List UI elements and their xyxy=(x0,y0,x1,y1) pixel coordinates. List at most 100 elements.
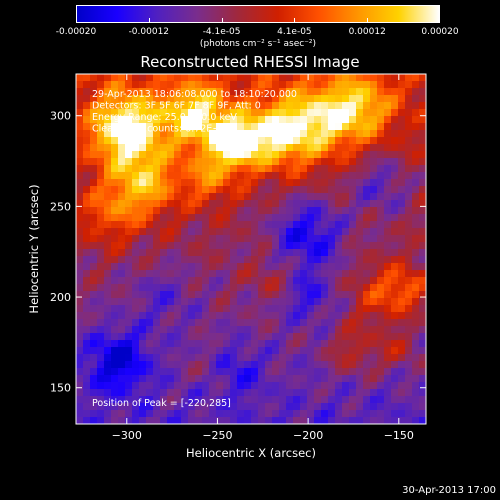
heatmap-cell xyxy=(335,298,343,306)
heatmap-cell xyxy=(216,382,224,390)
heatmap-cell xyxy=(118,81,126,89)
heatmap-cell xyxy=(258,214,266,222)
heatmap-cell xyxy=(377,340,385,348)
heatmap-cell xyxy=(160,81,168,89)
heatmap-cell xyxy=(132,382,140,390)
heatmap-cell xyxy=(342,116,350,124)
heatmap-cell xyxy=(202,88,210,96)
heatmap-cell xyxy=(258,74,266,82)
heatmap-cell xyxy=(90,270,98,278)
heatmap-cell xyxy=(300,326,308,334)
heatmap-cell xyxy=(118,263,126,271)
heatmap-cell xyxy=(370,207,378,215)
heatmap-cell xyxy=(125,137,133,145)
heatmap-cell xyxy=(132,172,140,180)
heatmap-cell xyxy=(139,340,147,348)
heatmap-cell xyxy=(419,305,426,313)
heatmap-cell xyxy=(146,347,154,355)
heatmap-cell xyxy=(223,116,231,124)
heatmap-cell xyxy=(251,95,259,103)
heatmap-cell xyxy=(419,368,426,376)
heatmap-cell xyxy=(230,347,238,355)
heatmap-cell xyxy=(391,235,399,243)
heatmap-cell xyxy=(342,256,350,264)
heatmap-cell xyxy=(370,326,378,334)
heatmap-cell xyxy=(125,410,133,418)
heatmap-cell xyxy=(111,130,119,138)
heatmap-cell xyxy=(216,256,224,264)
heatmap-cell xyxy=(370,165,378,173)
heatmap-cell xyxy=(83,256,91,264)
heatmap-cell xyxy=(384,291,392,299)
heatmap-cell xyxy=(132,137,140,145)
heatmap-cell xyxy=(132,417,140,424)
heatmap-cell xyxy=(335,221,343,229)
heatmap-cell xyxy=(202,200,210,208)
heatmap-cell xyxy=(118,228,126,236)
heatmap-cell xyxy=(335,361,343,369)
heatmap-cell xyxy=(230,375,238,383)
heatmap-cell xyxy=(97,382,105,390)
heatmap-cell xyxy=(251,172,259,180)
heatmap-cell xyxy=(90,74,98,82)
heatmap-cell xyxy=(300,200,308,208)
heatmap-cell xyxy=(391,382,399,390)
heatmap-cell xyxy=(216,298,224,306)
heatmap-cell xyxy=(76,270,84,278)
heatmap-cell xyxy=(328,88,336,96)
heatmap-cell xyxy=(153,270,161,278)
heatmap-cell xyxy=(146,403,154,411)
heatmap-cell xyxy=(265,284,273,292)
heatmap-cell xyxy=(125,214,133,222)
heatmap-cell xyxy=(314,221,322,229)
heatmap-cell xyxy=(321,179,329,187)
heatmap-cell xyxy=(237,410,245,418)
heatmap-cell xyxy=(391,81,399,89)
heatmap-cell xyxy=(363,179,371,187)
heatmap-cell xyxy=(349,382,357,390)
heatmap-cell xyxy=(76,284,84,292)
heatmap-cell xyxy=(328,312,336,320)
heatmap-cell xyxy=(76,179,84,187)
heatmap-cell xyxy=(349,74,357,82)
heatmap-cell xyxy=(377,179,385,187)
heatmap-cell xyxy=(202,235,210,243)
heatmap-cell xyxy=(244,291,252,299)
heatmap-cell xyxy=(370,375,378,383)
heatmap-cell xyxy=(405,81,413,89)
heatmap-cell xyxy=(132,144,140,152)
heatmap-cell xyxy=(356,403,364,411)
heatmap-cell xyxy=(195,235,203,243)
heatmap-cell xyxy=(97,389,105,397)
heatmap-cell xyxy=(349,165,357,173)
heatmap-cell xyxy=(223,291,231,299)
heatmap-cell xyxy=(160,361,168,369)
heatmap-cell xyxy=(251,291,259,299)
heatmap-cell xyxy=(209,319,217,327)
heatmap-cell xyxy=(139,249,147,257)
heatmap-cell xyxy=(202,403,210,411)
heatmap-cell xyxy=(328,375,336,383)
heatmap-cell xyxy=(384,123,392,131)
heatmap-cell xyxy=(90,382,98,390)
heatmap-cell xyxy=(286,382,294,390)
heatmap-cell xyxy=(209,88,217,96)
heatmap-cell xyxy=(111,270,119,278)
heatmap-cell xyxy=(251,74,259,82)
heatmap-cell xyxy=(251,200,259,208)
heatmap-cell xyxy=(279,305,287,313)
heatmap-cell xyxy=(370,277,378,285)
heatmap-cell xyxy=(83,354,91,362)
y-tick-label: 150 xyxy=(50,382,71,395)
heatmap-cell xyxy=(356,249,364,257)
heatmap-cell xyxy=(398,256,406,264)
heatmap-cell xyxy=(398,235,406,243)
heatmap-cell xyxy=(97,326,105,334)
heatmap-cell xyxy=(76,382,84,390)
heatmap-cell xyxy=(265,88,273,96)
heatmap-cell xyxy=(132,109,140,117)
heatmap-cell xyxy=(195,214,203,222)
heatmap-cell xyxy=(405,249,413,257)
heatmap-cell xyxy=(293,382,301,390)
heatmap-cell xyxy=(195,186,203,194)
